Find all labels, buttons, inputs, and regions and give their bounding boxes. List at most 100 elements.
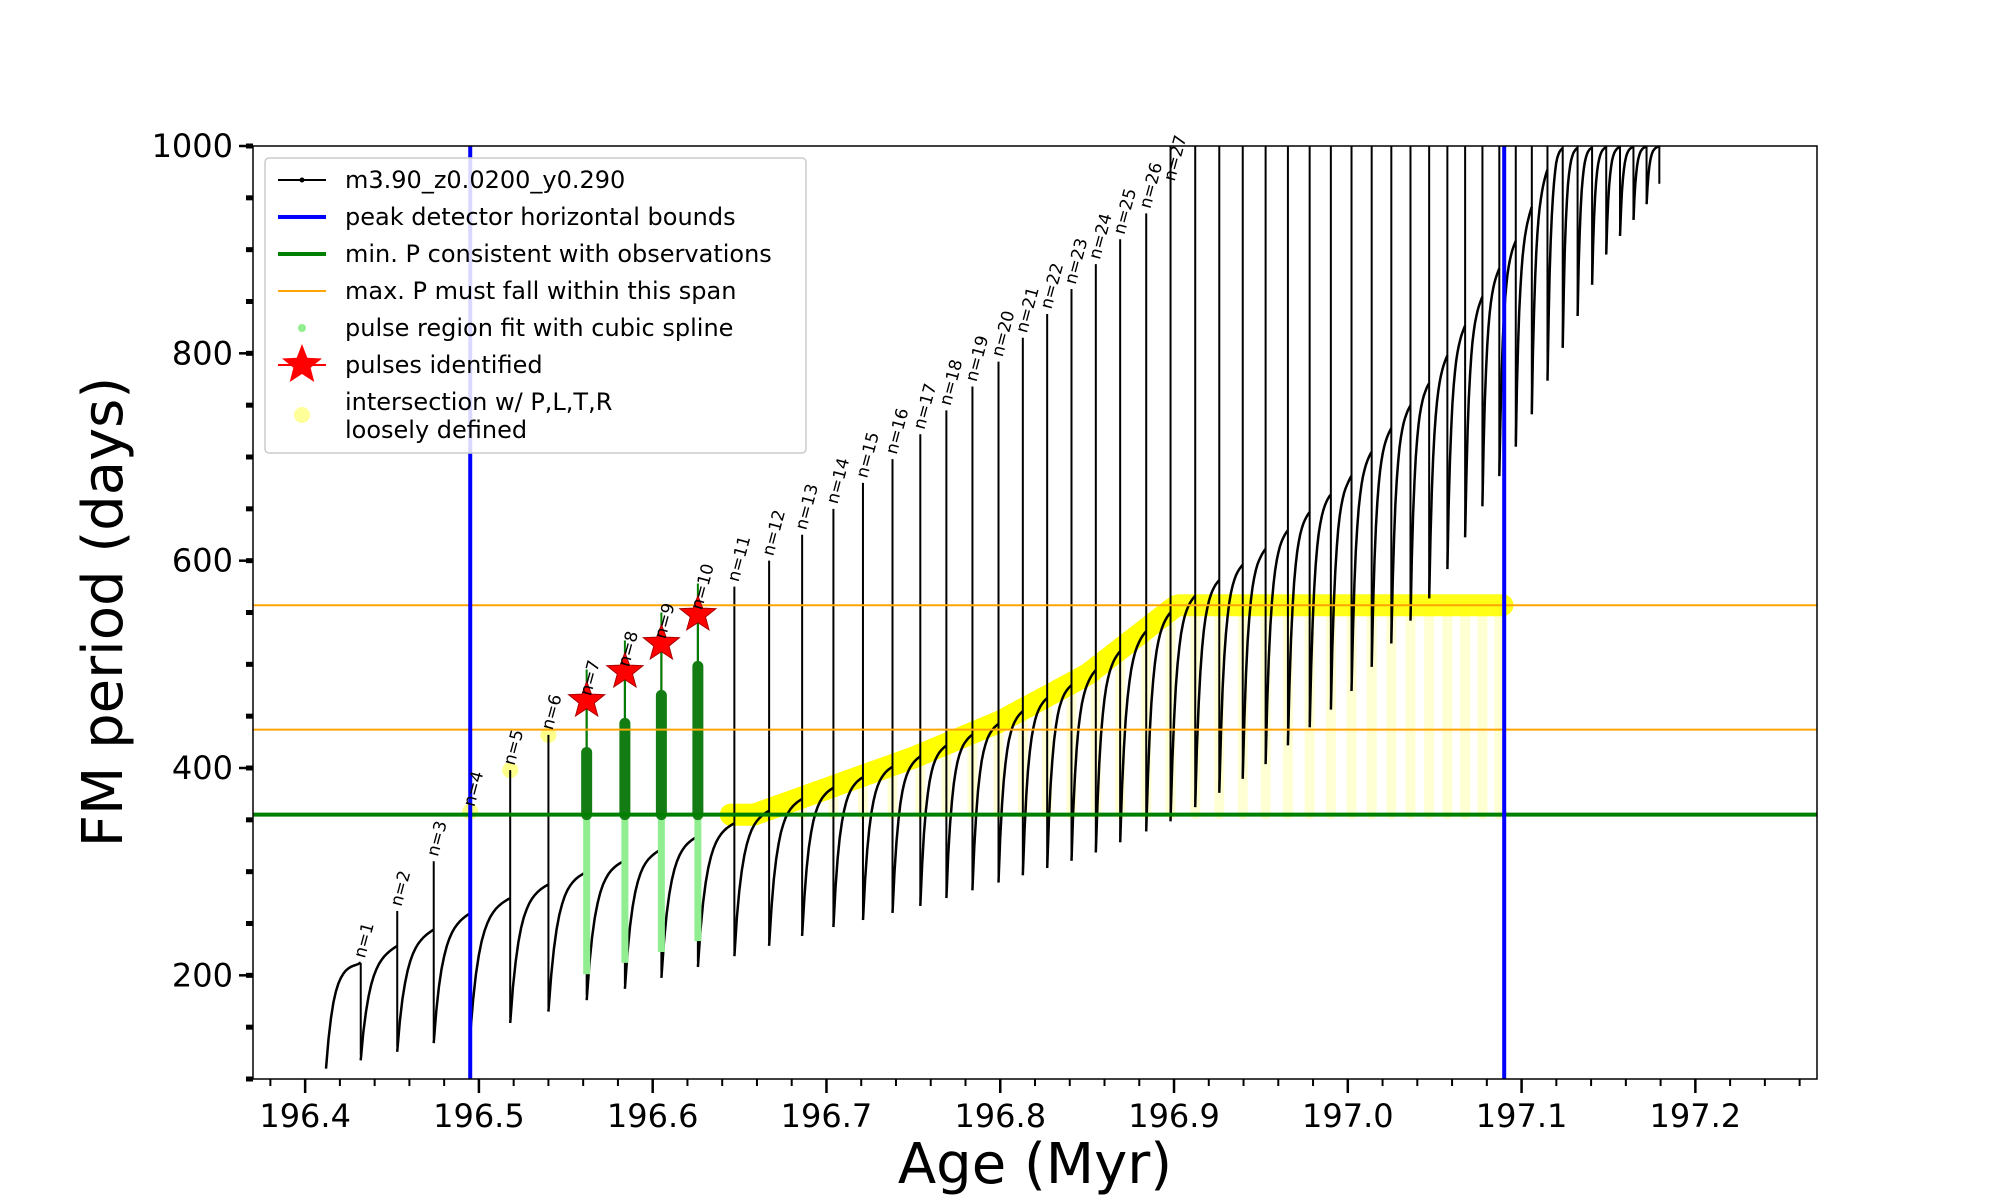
track-arc [832,776,864,928]
legend-label: max. P must fall within this span [345,277,736,305]
identified-pulses [567,594,718,718]
pulse-label: n=13 [792,482,823,532]
pulse-star [678,594,718,632]
pulse-label: n=16 [882,406,913,456]
track-arc [1409,382,1431,621]
track-arc [1618,145,1634,236]
x-tick-label: 196.6 [607,1097,699,1135]
track-arc [767,797,803,946]
track-arc [861,765,894,921]
x-tick-label: 196.4 [259,1097,351,1135]
x-axis-title: Age (Myr) [898,1132,1172,1197]
track-arc [547,870,588,1012]
track-arc [1514,206,1533,447]
legend-label: pulse region fit with cubic spline [345,314,733,342]
track-arc [324,961,362,1069]
track-arc [1045,684,1073,869]
y-axis-title: FM period (days) [71,377,136,847]
legend-label-line2: loosely defined [345,416,527,444]
track-arc [1218,563,1244,793]
legend-frame [264,157,807,454]
x-tick-label: 197.1 [1476,1097,1568,1135]
track-arc [1590,146,1607,285]
track-arcs [324,145,1660,1069]
track-arc [971,722,1000,891]
pulse-label: n=20 [988,309,1019,359]
legend-handle-dot [298,324,306,332]
pulse-label: n=1 [350,920,379,960]
pulse-label: n=22 [1037,261,1068,311]
track-arc [1070,669,1097,861]
track-arc [1530,169,1549,415]
pulse-label: n=7 [576,658,605,698]
track-arc [1241,548,1267,779]
track-arc [660,835,699,978]
pulse-label: n=4 [460,769,489,809]
track-arc [733,809,770,957]
track-arc [1427,354,1449,599]
track-arc [1169,594,1197,822]
pulse-label: n=15 [853,430,884,480]
pulse-label: n=17 [910,381,941,431]
track-arc [891,755,922,913]
track-arc [508,883,550,1024]
legend-handle-circle [294,407,310,423]
track-arc [800,786,835,936]
pulse-label: n=21 [1012,285,1043,335]
legend-label: pulses identified [345,351,543,379]
pulse-label: n=5 [500,728,529,768]
track-arc [468,897,511,1035]
legend-handle-track-dot [299,177,305,183]
track-arc [696,822,736,968]
pulse-label: n=18 [936,357,967,407]
x-tick-label: 197.0 [1302,1097,1394,1135]
intersection-region [462,594,1514,826]
y-tick-label: 600 [172,542,233,580]
track-arc [1604,145,1621,255]
legend-label: peak detector horizontal bounds [345,203,736,231]
plot-content: n=1n=2n=3n=4n=5n=6n=7n=8n=9n=10n=11n=12n… [253,133,1817,1079]
track-arc [1632,145,1647,220]
track-arc [623,848,662,989]
y-tick-label: 400 [172,749,233,787]
track-arc [1481,268,1501,507]
track-arc [1118,630,1148,843]
track-arc [1463,296,1484,538]
track-arc [1576,146,1593,317]
track-arc [1390,404,1412,644]
pulse-label: n=11 [724,534,755,584]
track-arc [1264,529,1289,765]
pulse-label: n=19 [962,334,993,384]
y-tick-label: 800 [172,334,233,372]
track-arc [1329,475,1353,710]
y-tick-label: 200 [172,956,233,994]
pulse-label: n=24 [1085,211,1116,261]
x-tick-label: 196.8 [954,1097,1046,1135]
track-arc [585,859,626,1001]
legend-label: min. P consistent with observations [345,240,772,268]
pulse-star [641,623,681,661]
track-arc [1561,146,1579,348]
track-arc [1546,147,1564,381]
reference-lines [253,146,1817,1079]
pulse-label: n=14 [823,456,854,506]
track-arc [1350,451,1373,692]
track-arc [1645,145,1660,205]
y-tick-label: 1000 [152,127,233,165]
pulse-label: n=2 [387,869,416,909]
track-arc [1498,240,1517,477]
track-arc [1286,511,1311,746]
pulse-label: n=12 [759,508,790,558]
track-arc [432,912,471,1044]
x-tick-label: 196.7 [781,1097,873,1135]
x-tick-label: 197.2 [1650,1097,1742,1135]
pulse-label: n=6 [538,692,567,732]
intersection-marker [1157,600,1180,623]
legend-handle-star [282,344,322,382]
x-tick-label: 196.5 [433,1097,525,1135]
pulse-star [605,651,645,689]
track-arc [1144,611,1172,832]
track-arc [395,928,435,1052]
track-arc [1370,427,1393,667]
